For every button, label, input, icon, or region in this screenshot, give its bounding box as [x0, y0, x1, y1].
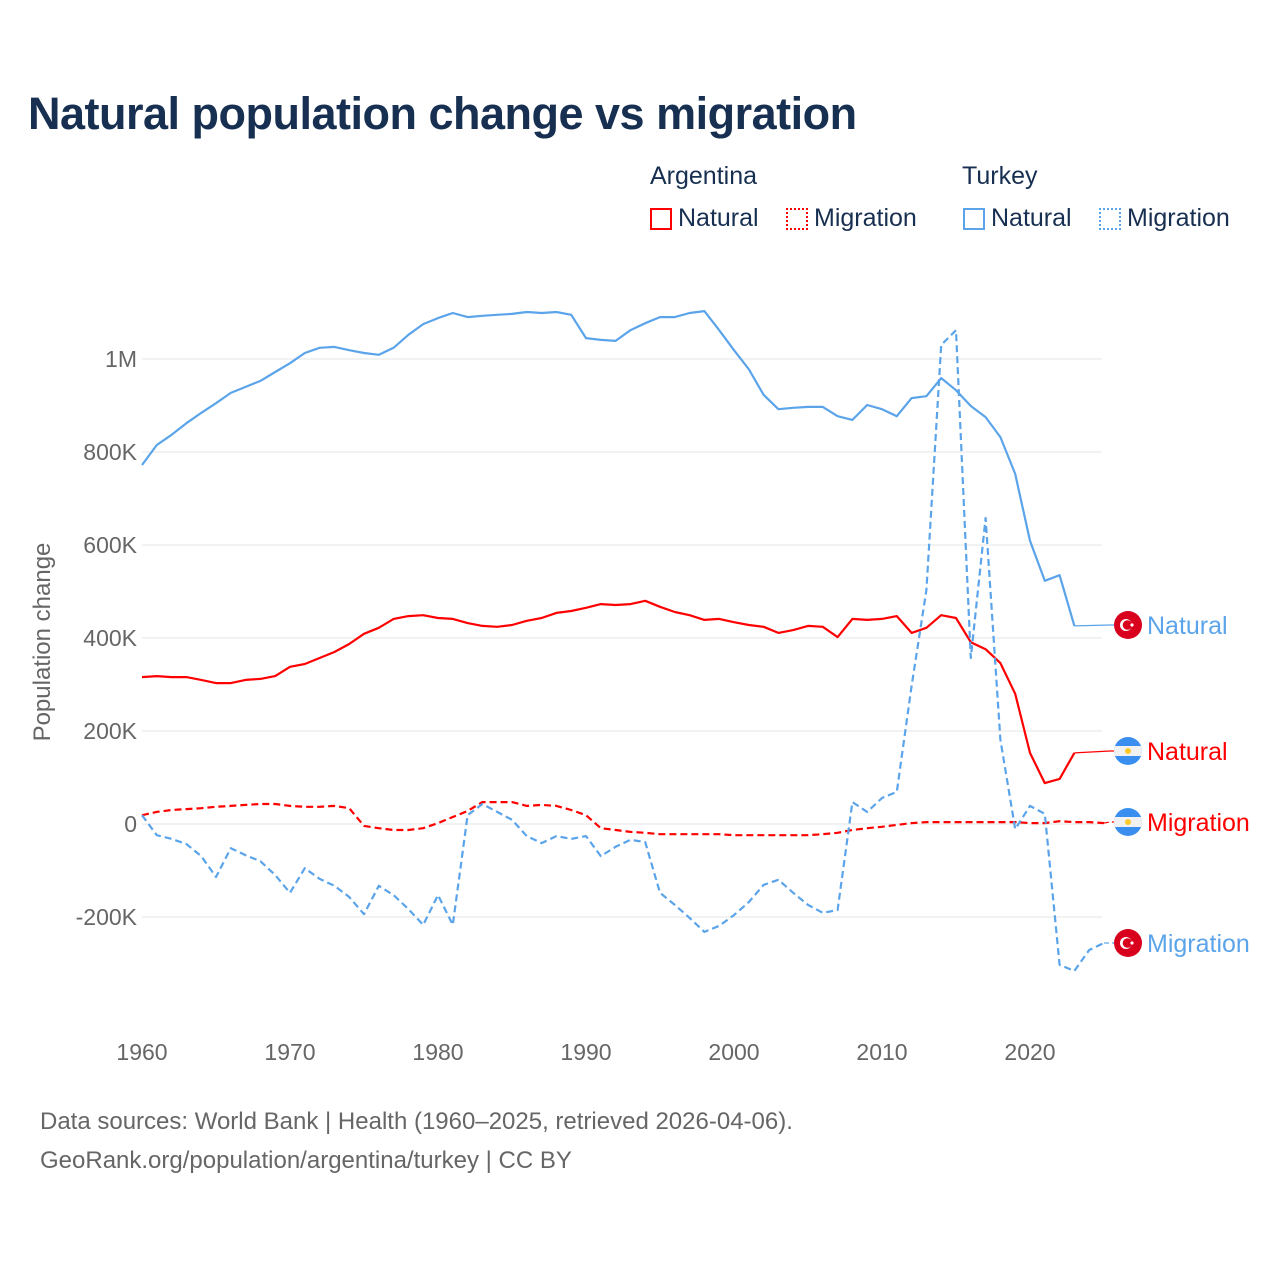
y-tick-label: -200K: [76, 904, 138, 930]
x-tick-label: 1970: [264, 1039, 315, 1065]
end-label-argentina-natural: Natural: [1147, 738, 1228, 766]
x-tick-label: 1990: [560, 1039, 611, 1065]
series-line-turkey-migration: [141, 329, 1105, 972]
x-tick-label: 1960: [116, 1039, 167, 1065]
y-tick-label: 200K: [83, 718, 137, 744]
y-tick-label: 400K: [83, 625, 137, 651]
y-tick-label: 800K: [83, 439, 137, 465]
turkey-flag-icon: [1114, 929, 1142, 957]
argentina-flag-icon: [1114, 808, 1142, 836]
legend-swatch-dotted-red: [786, 207, 808, 230]
end-label-turkey-natural: Natural: [1147, 612, 1228, 640]
series-line-argentina-migration: [141, 801, 1105, 837]
series-line-turkey-natural: [141, 310, 1076, 627]
legend-swatch-solid-red: [650, 207, 672, 230]
legend-group-argentina: Argentina: [650, 162, 758, 190]
series-line-argentina-natural: [141, 599, 1076, 785]
turkey-flag-icon: [1114, 611, 1142, 639]
legend-turkey-migration[interactable]: Migration: [1099, 204, 1230, 233]
y-tick-label: 1M: [105, 346, 137, 372]
legend-swatch-solid-blue: [963, 207, 985, 230]
y-tick-label: 600K: [83, 532, 137, 558]
y-axis-label: Population change: [29, 543, 56, 742]
label-connector: [1103, 821, 1114, 824]
legend-label: Migration: [814, 204, 917, 232]
end-label-argentina-migration: Migration: [1147, 809, 1250, 837]
source-note: Data sources: World Bank | Health (1960–…: [40, 1108, 793, 1135]
legend-argentina-natural[interactable]: Natural: [650, 204, 759, 233]
legend-turkey-natural[interactable]: Natural: [963, 204, 1072, 233]
source-url[interactable]: GeoRank.org/population/argentina/turkey …: [40, 1147, 572, 1174]
legend-label: Migration: [1127, 204, 1230, 232]
label-connector: [1074, 750, 1114, 754]
x-tick-label: 2000: [708, 1039, 759, 1065]
chart-title: Natural population change vs migration: [28, 88, 857, 139]
legend-argentina-migration[interactable]: Migration: [786, 204, 917, 233]
legend-label: Natural: [991, 204, 1072, 232]
legend-swatch-dotted-blue: [1099, 207, 1121, 230]
legend-label: Natural: [678, 204, 759, 232]
label-connector: [1074, 624, 1114, 627]
y-tick-label: 0: [124, 811, 137, 837]
argentina-flag-icon: [1114, 737, 1142, 765]
x-tick-label: 2010: [856, 1039, 907, 1065]
legend-group-turkey: Turkey: [962, 162, 1038, 190]
x-tick-label: 2020: [1004, 1039, 1055, 1065]
end-label-turkey-migration: Migration: [1147, 930, 1250, 958]
x-tick-label: 1980: [412, 1039, 463, 1065]
